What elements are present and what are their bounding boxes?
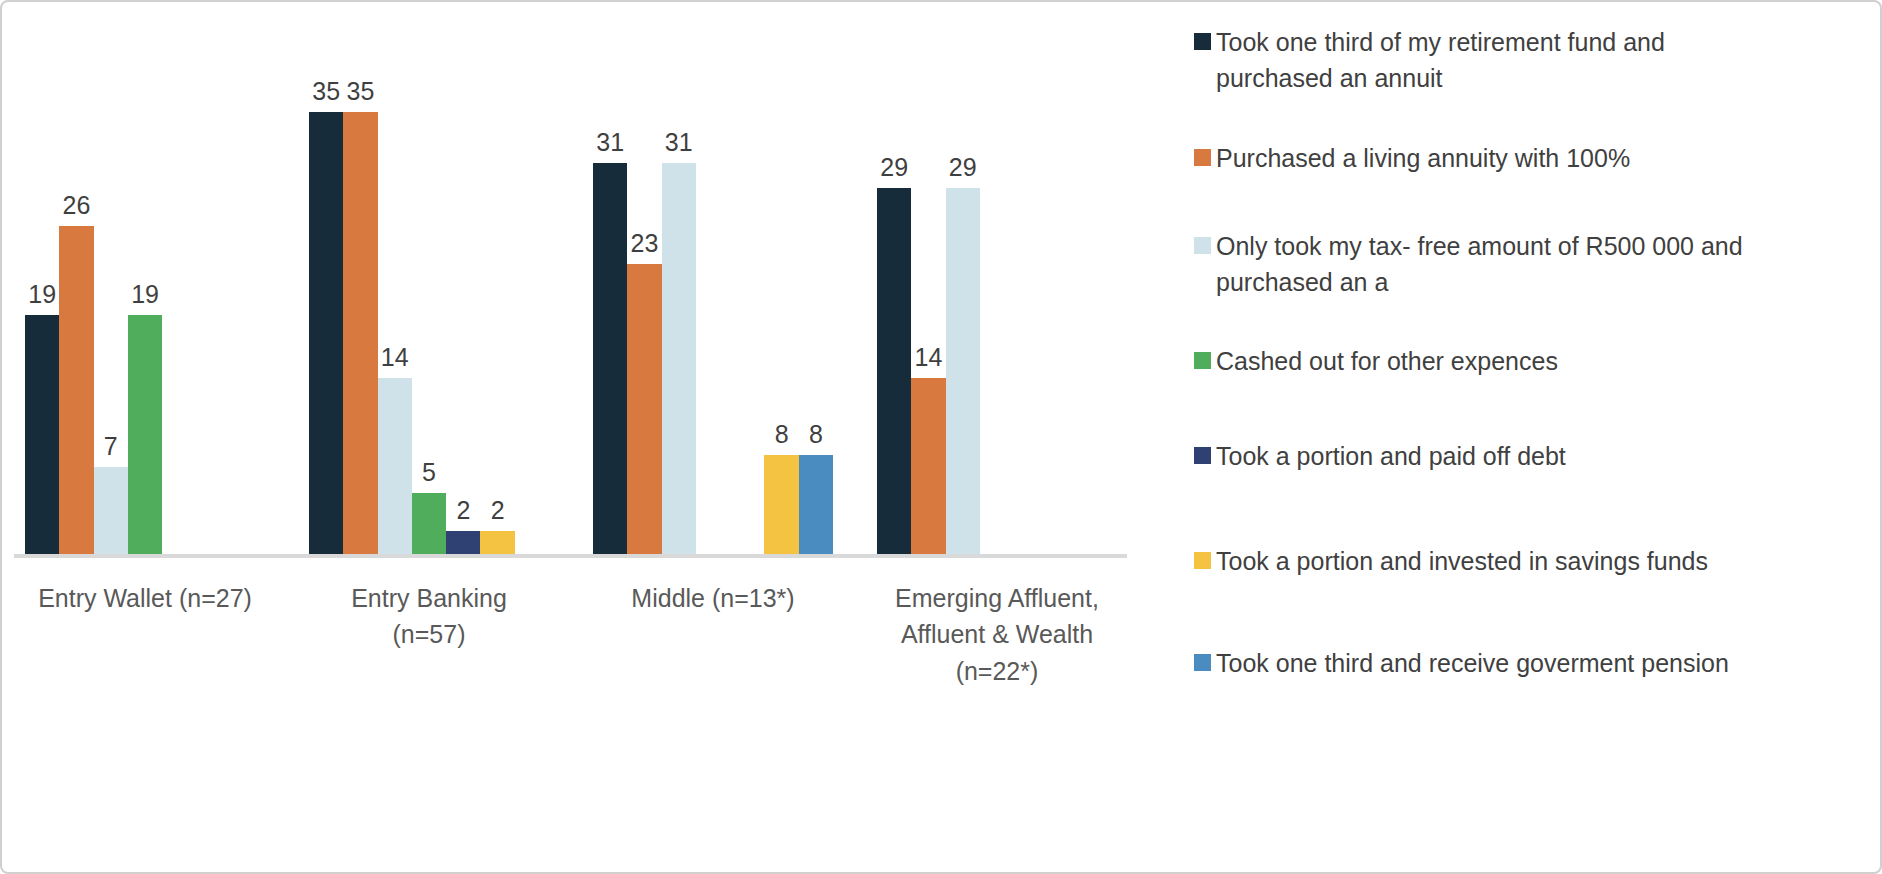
bar-slot: 35 [309,2,343,556]
bar [309,112,343,556]
bar-value-label: 35 [312,79,340,104]
bar-value-label: 8 [809,422,823,447]
legend-item: Purchased a living annuity with 100% [1194,140,1630,176]
bar-slot: 26 [59,2,93,556]
bar-slot [980,2,1014,556]
legend: Took one third of my retirement fund and… [1194,2,1878,874]
bar [799,455,833,556]
bar-slot: 19 [25,2,59,556]
legend-swatch [1194,352,1211,369]
legend-swatch [1194,237,1211,254]
bar [412,493,446,556]
bar [764,455,798,556]
legend-label: Cashed out for other expences [1216,343,1558,379]
bar [480,531,514,556]
bar [94,467,128,556]
bar-slot: 2 [446,2,480,556]
bar-value-label: 14 [381,345,409,370]
bar-value-label: 19 [131,282,159,307]
legend-label: Took one third and receive goverment pen… [1216,645,1729,681]
bar [25,315,59,556]
legend-label: Purchased a living annuity with 100% [1216,140,1630,176]
legend-label: Took a portion and paid off debt [1216,438,1566,474]
legend-item: Cashed out for other expences [1194,343,1558,379]
legend-swatch [1194,447,1211,464]
bar-slot: 29 [946,2,980,556]
bar [59,226,93,556]
bar [662,163,696,556]
bar-slot: 23 [627,2,661,556]
legend-swatch [1194,33,1211,50]
bar-value-label: 7 [104,434,118,459]
bar-slot: 35 [343,2,377,556]
x-axis-label: Entry Wallet (n=27) [25,580,265,689]
bar-value-label: 29 [880,155,908,180]
x-axis-labels: Entry Wallet (n=27) Entry Banking(n=57) Mi… [25,580,1117,689]
bar-slot: 14 [378,2,412,556]
bar-slot [1048,2,1082,556]
legend-label: Took one third of my retirement fund and… [1216,24,1665,97]
bar-value-label: 8 [775,422,789,447]
legend-swatch [1194,149,1211,166]
legend-label: Only took my tax- free amount of R500 00… [1216,228,1743,301]
bar-slot [730,2,764,556]
bar-group: 29 14 29 [877,2,1117,556]
legend-item: Took one third of my retirement fund and… [1194,24,1665,97]
bar [627,264,661,556]
bar-value-label: 26 [63,193,91,218]
bar-slot: 29 [877,2,911,556]
bar-slot [196,2,230,556]
bar [446,531,480,556]
bar-slot: 14 [911,2,945,556]
bar-slot [1083,2,1117,556]
bar-value-label: 2 [491,498,505,523]
bar-value-label: 2 [456,498,470,523]
bar-group: 31 23 31 88 [593,2,833,556]
x-axis-label: Entry Banking(n=57) [309,580,549,689]
bar-slot: 8 [764,2,798,556]
legend-item: Took a portion and paid off debt [1194,438,1566,474]
bar-slot [162,2,196,556]
bar-slot: 31 [662,2,696,556]
bar-value-label: 19 [28,282,56,307]
x-axis-label: Middle (n=13*) [593,580,833,689]
bar-value-label: 14 [915,345,943,370]
plot-area: 192671935351452231233188291429 Entry Wal… [2,2,1142,874]
bar-value-label: 31 [665,130,693,155]
legend-label: Took a portion and invested in savings f… [1216,543,1708,579]
bar-slot: 5 [412,2,446,556]
legend-item: Took one third and receive goverment pen… [1194,645,1729,681]
bar [946,188,980,556]
bar-value-label: 5 [422,460,436,485]
legend-item: Took a portion and invested in savings f… [1194,543,1708,579]
x-axis-line [14,554,1127,558]
bar-groups: 192671935351452231233188291429 [25,2,1117,556]
bar-slot [696,2,730,556]
legend-swatch [1194,552,1211,569]
bar [343,112,377,556]
bar-value-label: 31 [596,130,624,155]
bar-slot [1014,2,1048,556]
chart-frame: 192671935351452231233188291429 Entry Wal… [0,0,1882,874]
bar-group: 19 26 7 19 [25,2,265,556]
bar-slot [231,2,265,556]
bar [128,315,162,556]
bar-slot: 31 [593,2,627,556]
legend-item: Only took my tax- free amount of R500 00… [1194,228,1743,301]
bar [877,188,911,556]
x-axis-label: Emerging Affluent,Affluent & Wealth(n=22… [877,580,1117,689]
bar-slot: 19 [128,2,162,556]
bar-value-label: 35 [347,79,375,104]
bar [593,163,627,556]
bar [911,378,945,556]
bar-slot [515,2,549,556]
bar-slot: 7 [94,2,128,556]
bar-value-label: 23 [631,231,659,256]
bar-slot: 8 [799,2,833,556]
bar-value-label: 29 [949,155,977,180]
bar [378,378,412,556]
legend-swatch [1194,654,1211,671]
bar-group: 353514522 [309,2,549,556]
bar-slot: 2 [480,2,514,556]
